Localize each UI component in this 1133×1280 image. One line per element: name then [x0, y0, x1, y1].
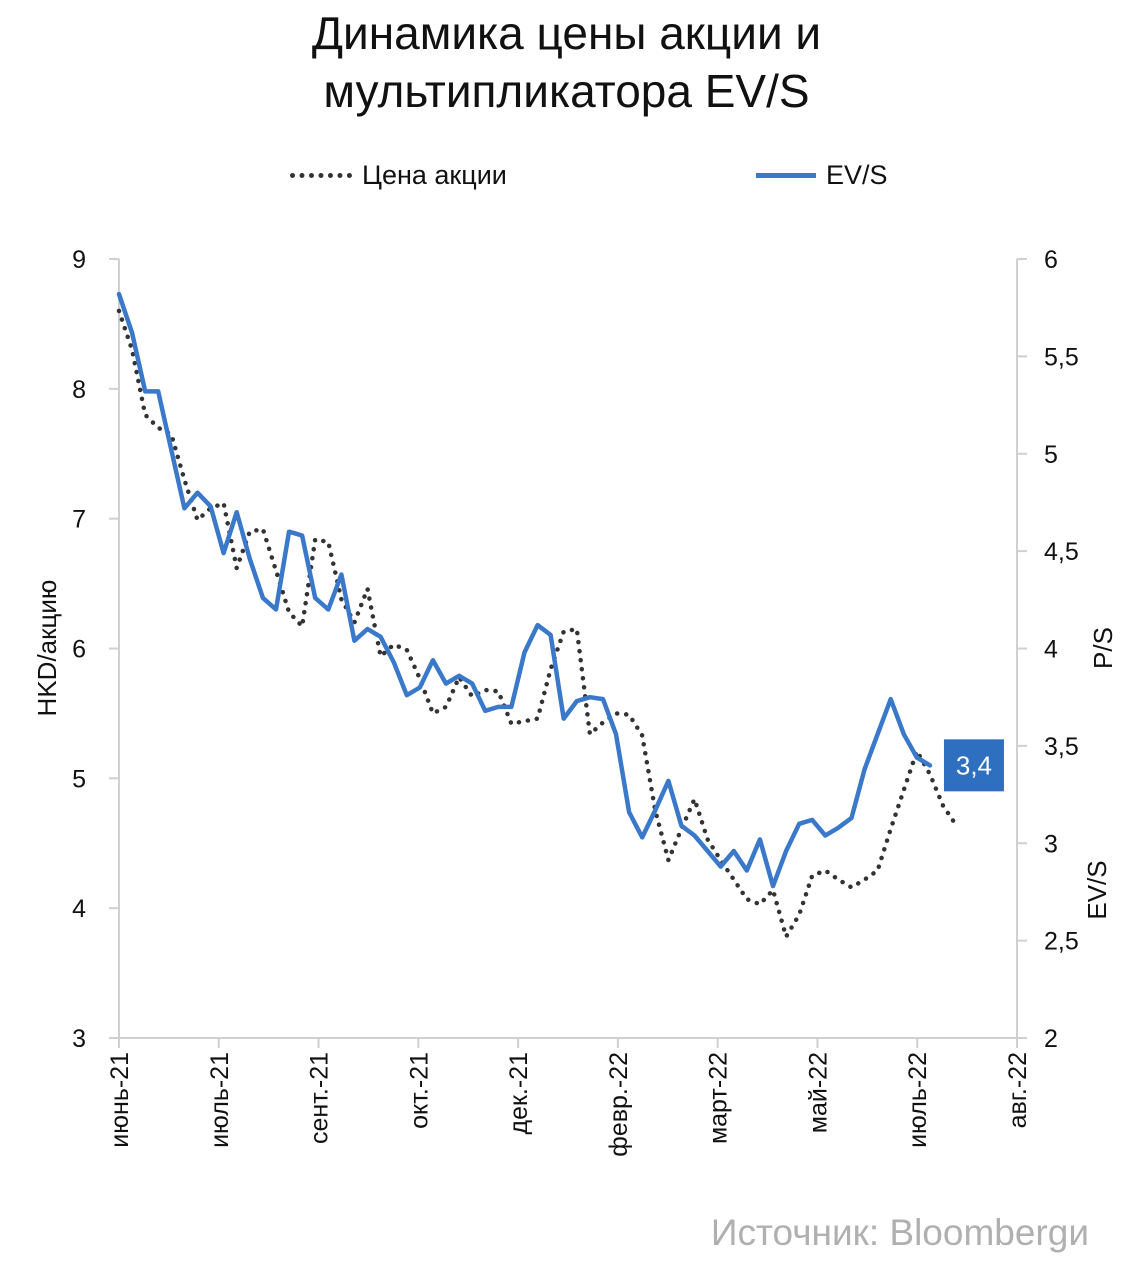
right-axis-title-ps: P/S: [1088, 627, 1118, 669]
right-axis-title-evs: EV/S: [1082, 860, 1112, 919]
chart-title-line-1: Динамика цены акции и: [311, 7, 822, 59]
legend-label-price: Цена акции: [362, 160, 507, 190]
legend-label-evs: EV/S: [826, 160, 888, 190]
legend-swatch-dotted: [290, 173, 352, 178]
left-axis-title: HKD/акцию: [32, 580, 62, 717]
series-line-evs: [116, 291, 933, 889]
source-note: Источник: Bloombergи: [710, 1212, 1089, 1253]
x-tick-label-9: авг.-22: [1004, 1052, 1032, 1128]
x-tick-label-6: март-22: [705, 1052, 733, 1144]
x-tick-label-8: июль-22: [904, 1052, 932, 1148]
chart-title: Динамика цены акции и мультипликатора EV…: [0, 4, 1133, 120]
x-tick-label-5: февр.-22: [605, 1052, 633, 1157]
legend-swatch-solid: [756, 173, 816, 178]
legend-item-price: Цена акции: [290, 160, 507, 191]
right-tick-label-4: 4: [1044, 636, 1058, 664]
right-tick-label-7: 5,5: [1044, 343, 1079, 371]
x-tick-label-2: сент.-21: [306, 1052, 334, 1144]
right-tick-label-1: 2,5: [1044, 928, 1079, 956]
evs-end-label: 3,4: [956, 750, 992, 780]
legend-item-evs: EV/S: [756, 160, 888, 191]
left-tick-label-4: 7: [72, 506, 86, 534]
x-tick-label-1: июль-21: [206, 1052, 234, 1148]
left-tick-label-6: 9: [72, 246, 86, 274]
x-tick-label-7: май-22: [804, 1052, 832, 1133]
right-tick-label-0: 2: [1044, 1025, 1058, 1053]
right-tick-label-5: 4,5: [1044, 538, 1079, 566]
right-tick-label-8: 6: [1044, 246, 1058, 274]
series-layer: [116, 291, 959, 939]
x-tick-label-0: июнь-21: [106, 1052, 134, 1148]
evs-end-label-box: [943, 739, 1004, 792]
right-tick-label-6: 5: [1044, 441, 1058, 469]
x-tick-label-4: дек.-21: [505, 1052, 533, 1135]
x-tick-label-3: окт.-21: [405, 1052, 433, 1129]
left-tick-label-1: 4: [72, 895, 86, 923]
right-tick-label-3: 3,5: [1044, 733, 1079, 761]
axes-layer: 3 4 5 6 7 8 9 2 2,5 3 3,5 4 4,5 5 5,5 6 июнь-21 июль-21 се…: [32, 246, 1118, 1157]
labels-layer: 3,4: [943, 739, 1004, 792]
left-tick-label-5: 8: [72, 376, 86, 404]
series-line-price: [116, 308, 959, 939]
left-tick-label-3: 6: [72, 636, 86, 664]
chart-title-line-2: мультипликатора EV/S: [323, 65, 810, 117]
left-tick-label-2: 5: [72, 765, 86, 793]
left-tick-label-0: 3: [72, 1025, 86, 1053]
right-tick-label-2: 3: [1044, 830, 1058, 858]
